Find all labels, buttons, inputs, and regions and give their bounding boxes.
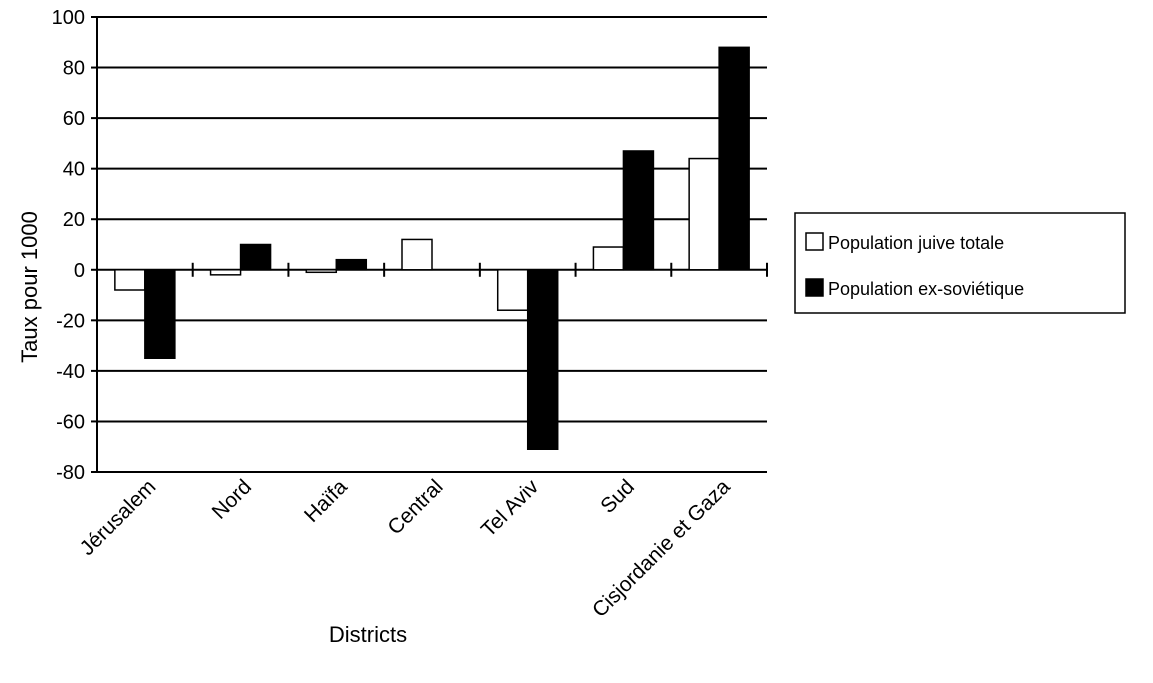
y-tick-label: 20	[63, 209, 85, 231]
y-tick-label: 60	[63, 108, 85, 130]
axes	[91, 16, 768, 473]
bar-juive-totale	[496, 269, 529, 311]
y-tick-label: -20	[56, 310, 85, 332]
legend: Population juive totale Population ex-so…	[794, 212, 1126, 314]
y-tick-label: 40	[63, 159, 85, 181]
bars	[114, 46, 750, 450]
y-tick-label: 0	[74, 260, 85, 282]
x-category-label: Jérusalem	[76, 475, 161, 560]
y-tick-label: -80	[56, 462, 85, 484]
bar-juive-totale	[592, 246, 625, 271]
legend-swatch-juive	[805, 232, 824, 251]
bar-ex-sovietique	[622, 150, 655, 271]
legend-label-ex-sovietique: Population ex-soviétique	[828, 279, 1024, 299]
bar-ex-sovietique	[718, 46, 750, 271]
x-category-labels: Jérusalem Nord Haïfa Central Tel Aviv SudCisj…	[76, 475, 735, 622]
x-category-label: Haïfa	[300, 475, 352, 527]
x-category-label: Central	[383, 475, 447, 539]
bar-juive-totale	[114, 269, 146, 291]
bar-ex-sovietique	[526, 269, 559, 450]
bar-juive-totale	[688, 157, 720, 271]
x-category-label: Sud	[596, 475, 639, 518]
x-axis-title: Districts	[329, 622, 407, 647]
y-tick-label: -60	[56, 411, 85, 433]
y-axis-title: Taux pour 1000	[17, 211, 42, 363]
legend-swatch-ex-sovietique	[805, 278, 824, 297]
y-tick-label: -40	[56, 361, 85, 383]
bar-juive-totale	[305, 269, 338, 274]
bar-ex-sovietique	[144, 269, 176, 359]
bar-juive-totale	[401, 238, 433, 271]
bar-juive-totale	[209, 269, 242, 276]
y-tick-label: 100	[52, 7, 85, 29]
x-category-label: Tel Aviv	[477, 475, 544, 542]
y-tick-labels: 100 80 60 40 20 0 -20 -40 -60 -80	[52, 7, 85, 484]
x-category-label: Nord	[208, 475, 256, 523]
y-tick-label: 80	[63, 58, 85, 80]
bar-ex-sovietique	[335, 258, 368, 271]
legend-box	[794, 212, 1126, 314]
bar-ex-sovietique	[239, 243, 272, 271]
legend-label-juive: Population juive totale	[828, 233, 1004, 253]
